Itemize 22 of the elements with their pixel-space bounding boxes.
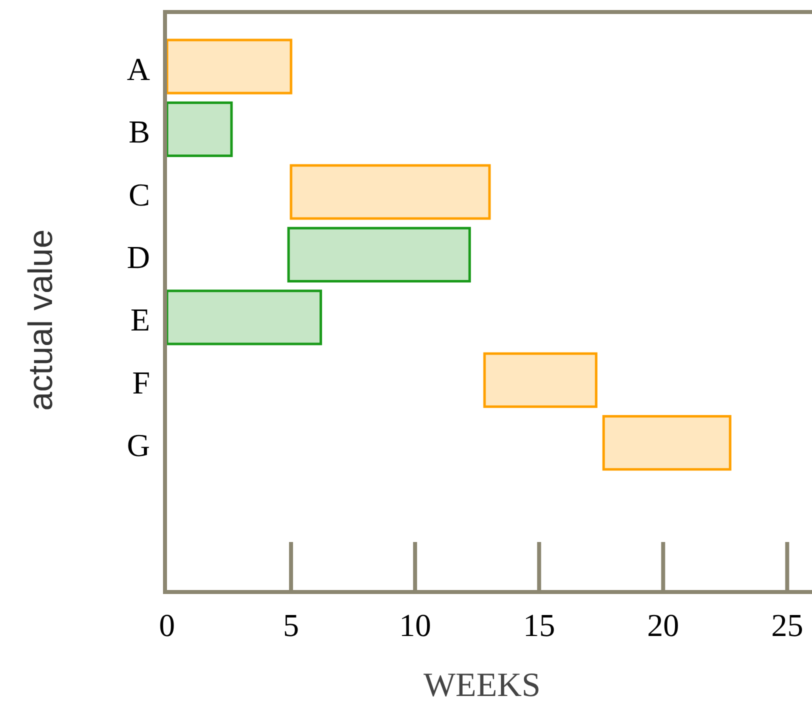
x-tick-label: 20 [647,607,680,643]
bar [166,290,322,346]
y-tick-label: G [126,427,150,464]
y-tick-label: E [130,302,150,338]
x-axis-title: WEEKS [423,667,541,704]
bar [290,164,491,220]
y-tick-label: D [126,239,150,275]
y-tick-label: B [128,114,150,150]
bar [166,38,292,94]
x-tick-label: 15 [523,607,556,643]
bar [166,101,233,158]
y-tick-label: F [132,364,150,400]
y-axis-title: actual value [22,229,60,411]
x-tick-label: 25 [771,607,804,643]
x-tick-label: 0 [159,607,175,643]
x-tick-label: 5 [283,607,300,643]
bar [483,352,598,408]
bar [287,226,471,282]
x-tick-label: 10 [399,607,432,643]
bar [602,415,732,471]
y-tick-label: A [126,50,150,87]
y-tick-label: C [128,176,150,212]
